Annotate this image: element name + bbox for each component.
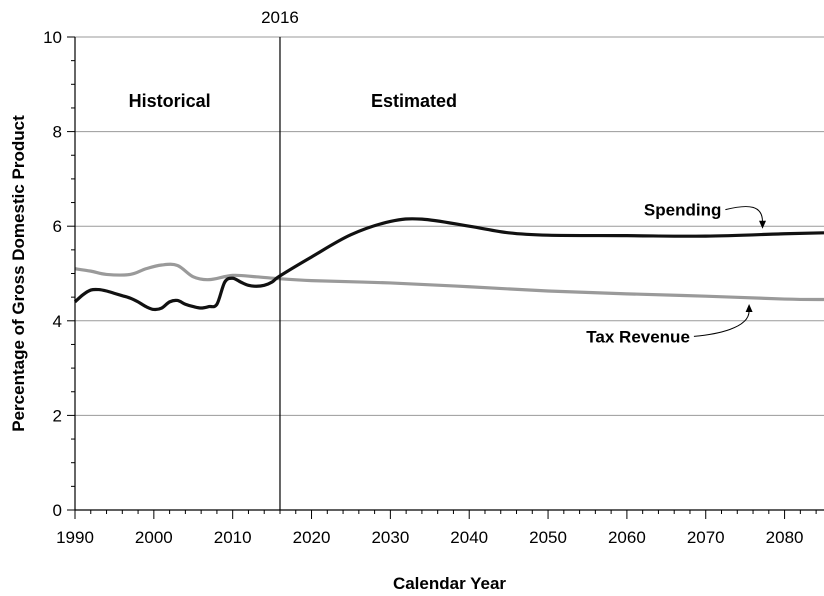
- series-layer: [73, 217, 824, 312]
- arrow-spending: [759, 220, 767, 229]
- divider-label: 2016: [261, 8, 299, 27]
- y-tick-label: 4: [53, 312, 62, 331]
- y-ticks: 0 2 4 6 8 10: [43, 28, 75, 520]
- series-label-spending: Spending: [644, 201, 721, 220]
- series-line-spending: [73, 217, 824, 312]
- y-tick-label: 2: [53, 406, 62, 425]
- arrow-tax-revenue: [745, 304, 753, 313]
- x-tick-label: 2050: [529, 528, 567, 547]
- x-axis-title: Calendar Year: [393, 574, 506, 593]
- y-tick-label: 6: [53, 217, 62, 236]
- x-tick-label: 2060: [608, 528, 646, 547]
- x-tick-label: 2010: [214, 528, 252, 547]
- x-tick-label: 2040: [450, 528, 488, 547]
- y-axis-title: Percentage of Gross Domestic Product: [9, 115, 28, 432]
- x-tick-label: 2030: [371, 528, 409, 547]
- leader-tax-revenue: [693, 310, 750, 337]
- region-label-historical: Historical: [129, 91, 211, 111]
- region-label-estimated: Estimated: [371, 91, 457, 111]
- y-tick-label: 10: [43, 28, 62, 47]
- y-tick-label: 8: [53, 123, 62, 142]
- x-ticks: 1990 2000 2010 2020 2030 2040 2050 2060 2070 2080: [56, 510, 817, 547]
- series-label-tax-revenue: Tax Revenue: [586, 327, 690, 346]
- series-line-tax-revenue: [74, 262, 824, 302]
- x-tick-label: 2080: [766, 528, 804, 547]
- x-tick-label: 2070: [687, 528, 725, 547]
- y-tick-label: 0: [53, 501, 62, 520]
- x-tick-label: 1990: [56, 528, 94, 547]
- x-tick-label: 2020: [293, 528, 331, 547]
- grid-lines: [75, 36, 824, 416]
- leader-spending: [725, 206, 764, 222]
- x-tick-label: 2000: [135, 528, 173, 547]
